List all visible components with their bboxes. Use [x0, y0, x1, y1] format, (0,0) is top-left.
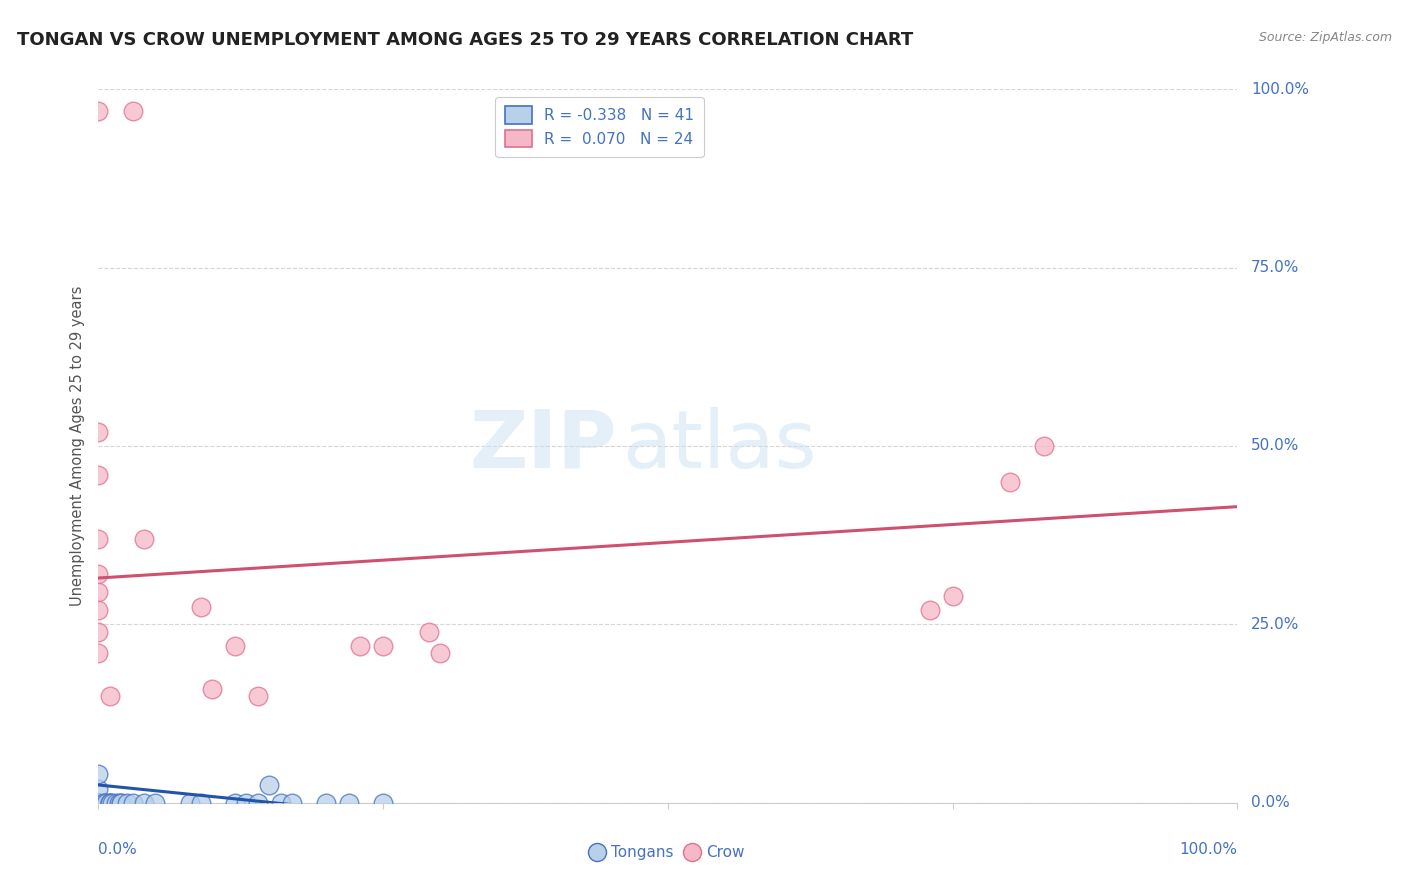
Point [87, 624, 110, 639]
Point [87, 781, 110, 796]
Point [96, 796, 118, 810]
Point [246, 796, 269, 810]
Text: atlas: atlas [623, 407, 817, 485]
Point [110, 796, 132, 810]
Point [201, 681, 224, 696]
Point [281, 796, 304, 810]
Point [132, 532, 155, 546]
Text: 0.0%: 0.0% [1251, 796, 1289, 810]
Point [87, 767, 110, 781]
Point [270, 796, 292, 810]
Point [179, 796, 201, 810]
Point [87, 796, 110, 810]
Point [121, 796, 143, 810]
Point [371, 796, 394, 810]
Point [87, 796, 110, 810]
Point [1032, 439, 1054, 453]
Point [259, 778, 281, 792]
Text: 100.0%: 100.0% [1180, 842, 1237, 857]
Point [87, 796, 110, 810]
Point [101, 796, 124, 810]
Point [190, 796, 212, 810]
Point [190, 599, 212, 614]
Point [315, 796, 337, 810]
Point [87, 796, 110, 810]
Point [918, 603, 941, 617]
Point [87, 796, 110, 810]
Point [87, 796, 110, 810]
Point [104, 796, 127, 810]
Point [145, 796, 167, 810]
Text: Source: ZipAtlas.com: Source: ZipAtlas.com [1258, 31, 1392, 45]
Point [87, 796, 110, 810]
Point [87, 567, 110, 582]
Point [87, 646, 110, 660]
Point [98, 796, 121, 810]
Point [224, 796, 246, 810]
Text: 100.0%: 100.0% [1251, 82, 1309, 96]
Point [942, 589, 965, 603]
Point [98, 796, 121, 810]
Point [93, 796, 115, 810]
Point [93, 796, 115, 810]
Point [87, 796, 110, 810]
Point [235, 796, 257, 810]
Point [98, 796, 121, 810]
Point [418, 624, 440, 639]
Text: 25.0%: 25.0% [1251, 617, 1299, 632]
Point [371, 639, 394, 653]
Point [87, 796, 110, 810]
Point [998, 475, 1021, 489]
Y-axis label: Unemployment Among Ages 25 to 29 years: Unemployment Among Ages 25 to 29 years [70, 285, 86, 607]
Legend: Tongans, Crow: Tongans, Crow [585, 839, 751, 866]
Point [87, 796, 110, 810]
Point [110, 796, 132, 810]
Point [121, 103, 143, 118]
Point [224, 639, 246, 653]
Point [429, 646, 451, 660]
Text: ZIP: ZIP [470, 407, 617, 485]
Point [87, 796, 110, 810]
Point [87, 603, 110, 617]
Point [87, 585, 110, 599]
Point [87, 532, 110, 546]
Point [337, 796, 360, 810]
Text: TONGAN VS CROW UNEMPLOYMENT AMONG AGES 25 TO 29 YEARS CORRELATION CHART: TONGAN VS CROW UNEMPLOYMENT AMONG AGES 2… [17, 31, 912, 49]
Point [87, 467, 110, 482]
Point [115, 796, 138, 810]
Point [132, 796, 155, 810]
Point [87, 425, 110, 439]
Point [349, 639, 371, 653]
Point [246, 689, 269, 703]
Point [87, 796, 110, 810]
Text: 75.0%: 75.0% [1251, 260, 1299, 275]
Point [87, 103, 110, 118]
Point [108, 796, 131, 810]
Point [98, 689, 121, 703]
Text: 0.0%: 0.0% [98, 842, 138, 857]
Text: 50.0%: 50.0% [1251, 439, 1299, 453]
Point [87, 796, 110, 810]
